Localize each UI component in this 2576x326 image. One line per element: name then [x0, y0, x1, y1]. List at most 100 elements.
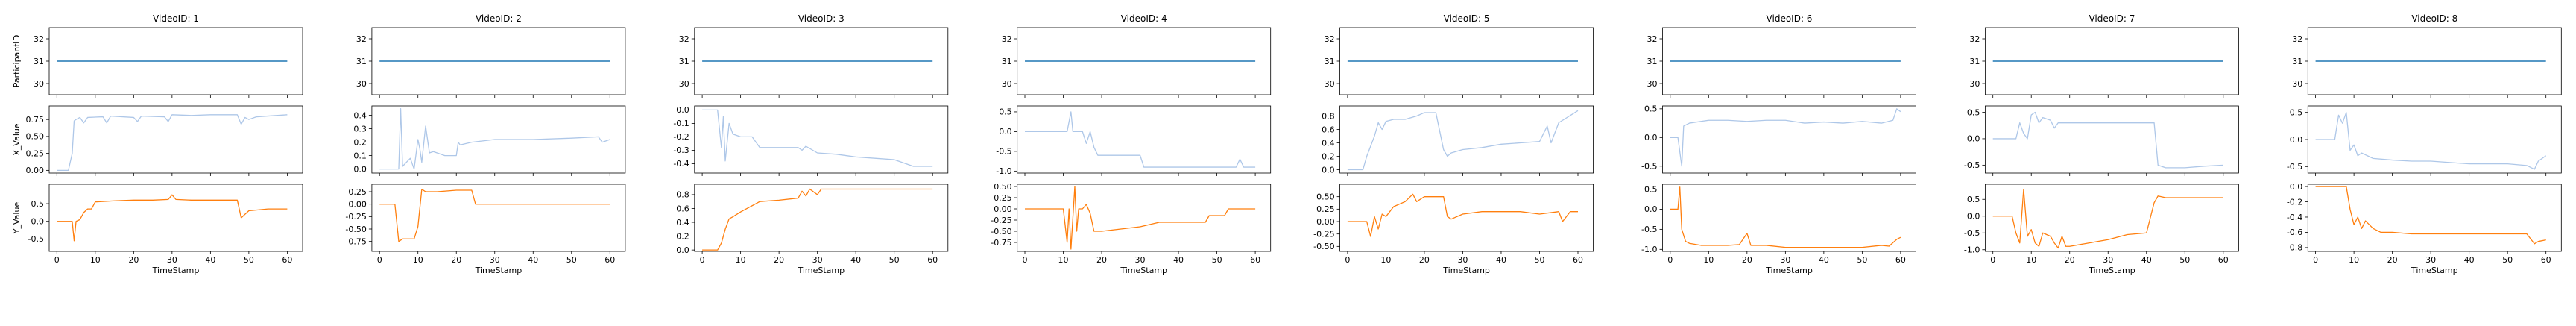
x-tick-label: 60 — [2218, 255, 2229, 265]
panel-title: VideoID: 5 — [1444, 13, 1490, 24]
y-tick-label: 32 — [1325, 34, 1335, 44]
y-tick-label: 0.5 — [1644, 184, 1658, 194]
x-tick-label: 20 — [1096, 255, 1107, 265]
y-tick-label: -0.25 — [345, 212, 366, 222]
axes-frame — [48, 105, 303, 174]
y-tick-label: -0.2 — [673, 132, 689, 142]
x-tick-label: 30 — [2425, 255, 2436, 265]
y-tick-label: 0.00 — [994, 204, 1012, 214]
y-tick-label: -1.0 — [996, 166, 1011, 176]
axes-frame — [1984, 184, 2239, 252]
y-tick-label: 31 — [2292, 57, 2302, 66]
y-tick-label: 0.25 — [26, 148, 45, 158]
x-tick-label: 0 — [1667, 255, 1673, 265]
y-tick-label: -0.2 — [2287, 197, 2302, 207]
series-line-y — [2315, 186, 2546, 245]
y-tick-label: -0.8 — [2287, 243, 2302, 253]
x-tick-label: 10 — [413, 255, 423, 265]
y-tick-label: -0.5 — [1641, 162, 1657, 172]
y-axis-label: X_Value — [12, 123, 22, 155]
y-tick-label: 0.0 — [1967, 134, 1980, 144]
y-tick-label: 31 — [1647, 57, 1658, 66]
panel-title: VideoID: 8 — [2411, 13, 2457, 24]
x-axis-label: TimeStamp — [1120, 266, 1167, 275]
y-tick-label: 30 — [356, 79, 367, 89]
x-tick-label: 0 — [1345, 255, 1350, 265]
x-tick-label: 10 — [1380, 255, 1391, 265]
series-line-y — [57, 194, 288, 242]
series-line-y — [1347, 193, 1578, 237]
y-tick-label: 0.2 — [353, 137, 367, 147]
series-line-y — [1670, 186, 1901, 248]
y-tick-label: 0.5 — [999, 107, 1012, 117]
series-line-y — [379, 189, 610, 242]
y-tick-label: 0.00 — [348, 199, 367, 209]
x-axis-label: TimeStamp — [475, 266, 523, 275]
series-line-y — [702, 188, 933, 251]
x-tick-label: 10 — [2026, 255, 2036, 265]
y-tick-label: 31 — [679, 57, 689, 66]
y-tick-label: 0.4 — [1322, 138, 1335, 148]
y-tick-label: -0.75 — [991, 238, 1011, 248]
x-tick-label: 40 — [1496, 255, 1506, 265]
axes-frame — [48, 184, 303, 252]
y-tick-label: -0.25 — [991, 216, 1011, 225]
x-tick-label: 0 — [2313, 255, 2318, 265]
y-tick-label: 0.25 — [348, 187, 367, 197]
y-tick-label: 0.0 — [2290, 135, 2303, 145]
x-tick-label: 10 — [90, 255, 101, 265]
x-tick-label: 50 — [244, 255, 254, 265]
x-tick-label: 40 — [528, 255, 538, 265]
y-tick-label: 30 — [1647, 79, 1658, 89]
x-tick-label: 0 — [54, 255, 60, 265]
x-tick-label: 30 — [1780, 255, 1790, 265]
series-line-x — [702, 109, 933, 167]
panel-title: VideoID: 1 — [153, 13, 199, 24]
x-tick-label: 20 — [451, 255, 461, 265]
y-tick-label: 0.5 — [31, 199, 45, 209]
y-tick-label: -0.4 — [673, 159, 689, 169]
series-line-y — [1992, 189, 2223, 249]
axes-frame — [2307, 105, 2562, 174]
x-tick-label: 40 — [850, 255, 861, 265]
y-tick-label: -0.5 — [2287, 162, 2302, 172]
series-line-x — [1025, 111, 1256, 168]
panel-title: VideoID: 6 — [1767, 13, 1813, 24]
x-tick-label: 50 — [566, 255, 577, 265]
y-tick-label: 30 — [2292, 79, 2302, 89]
x-tick-label: 10 — [1703, 255, 1714, 265]
y-tick-label: 0.50 — [26, 132, 45, 142]
y-tick-label: 0.4 — [676, 218, 689, 228]
x-tick-label: 0 — [700, 255, 705, 265]
y-tick-label: 0.3 — [353, 124, 367, 134]
axes-frame — [371, 105, 626, 174]
x-tick-label: 60 — [282, 255, 292, 265]
y-tick-label: 0.0 — [676, 245, 689, 255]
y-tick-label: 0.2 — [1322, 151, 1335, 161]
x-tick-label: 40 — [1173, 255, 1184, 265]
y-tick-label: 32 — [679, 34, 689, 44]
y-tick-label: 30 — [1002, 79, 1012, 89]
x-axis-label: TimeStamp — [1442, 266, 1490, 275]
series-line-x — [1992, 111, 2223, 169]
panel-title: VideoID: 2 — [476, 13, 522, 24]
x-tick-label: 10 — [736, 255, 746, 265]
x-tick-label: 50 — [1534, 255, 1544, 265]
y-tick-label: 0.8 — [1322, 111, 1335, 121]
y-tick-label: 0.0 — [1644, 204, 1658, 214]
x-tick-label: 50 — [1212, 255, 1222, 265]
x-axis-label: TimeStamp — [2411, 266, 2458, 275]
panel-title: VideoID: 4 — [1121, 13, 1167, 24]
x-axis-label: TimeStamp — [2088, 266, 2135, 275]
y-tick-label: 0.0 — [999, 127, 1012, 137]
x-tick-label: 60 — [1895, 255, 1906, 265]
y-tick-label: -0.50 — [1313, 242, 1334, 251]
y-tick-label: -0.5 — [1964, 228, 1980, 238]
x-tick-label: 40 — [2464, 255, 2475, 265]
x-tick-label: 40 — [205, 255, 215, 265]
y-tick-label: 32 — [34, 34, 44, 44]
y-tick-label: 0.0 — [2290, 182, 2303, 192]
x-tick-label: 30 — [167, 255, 177, 265]
